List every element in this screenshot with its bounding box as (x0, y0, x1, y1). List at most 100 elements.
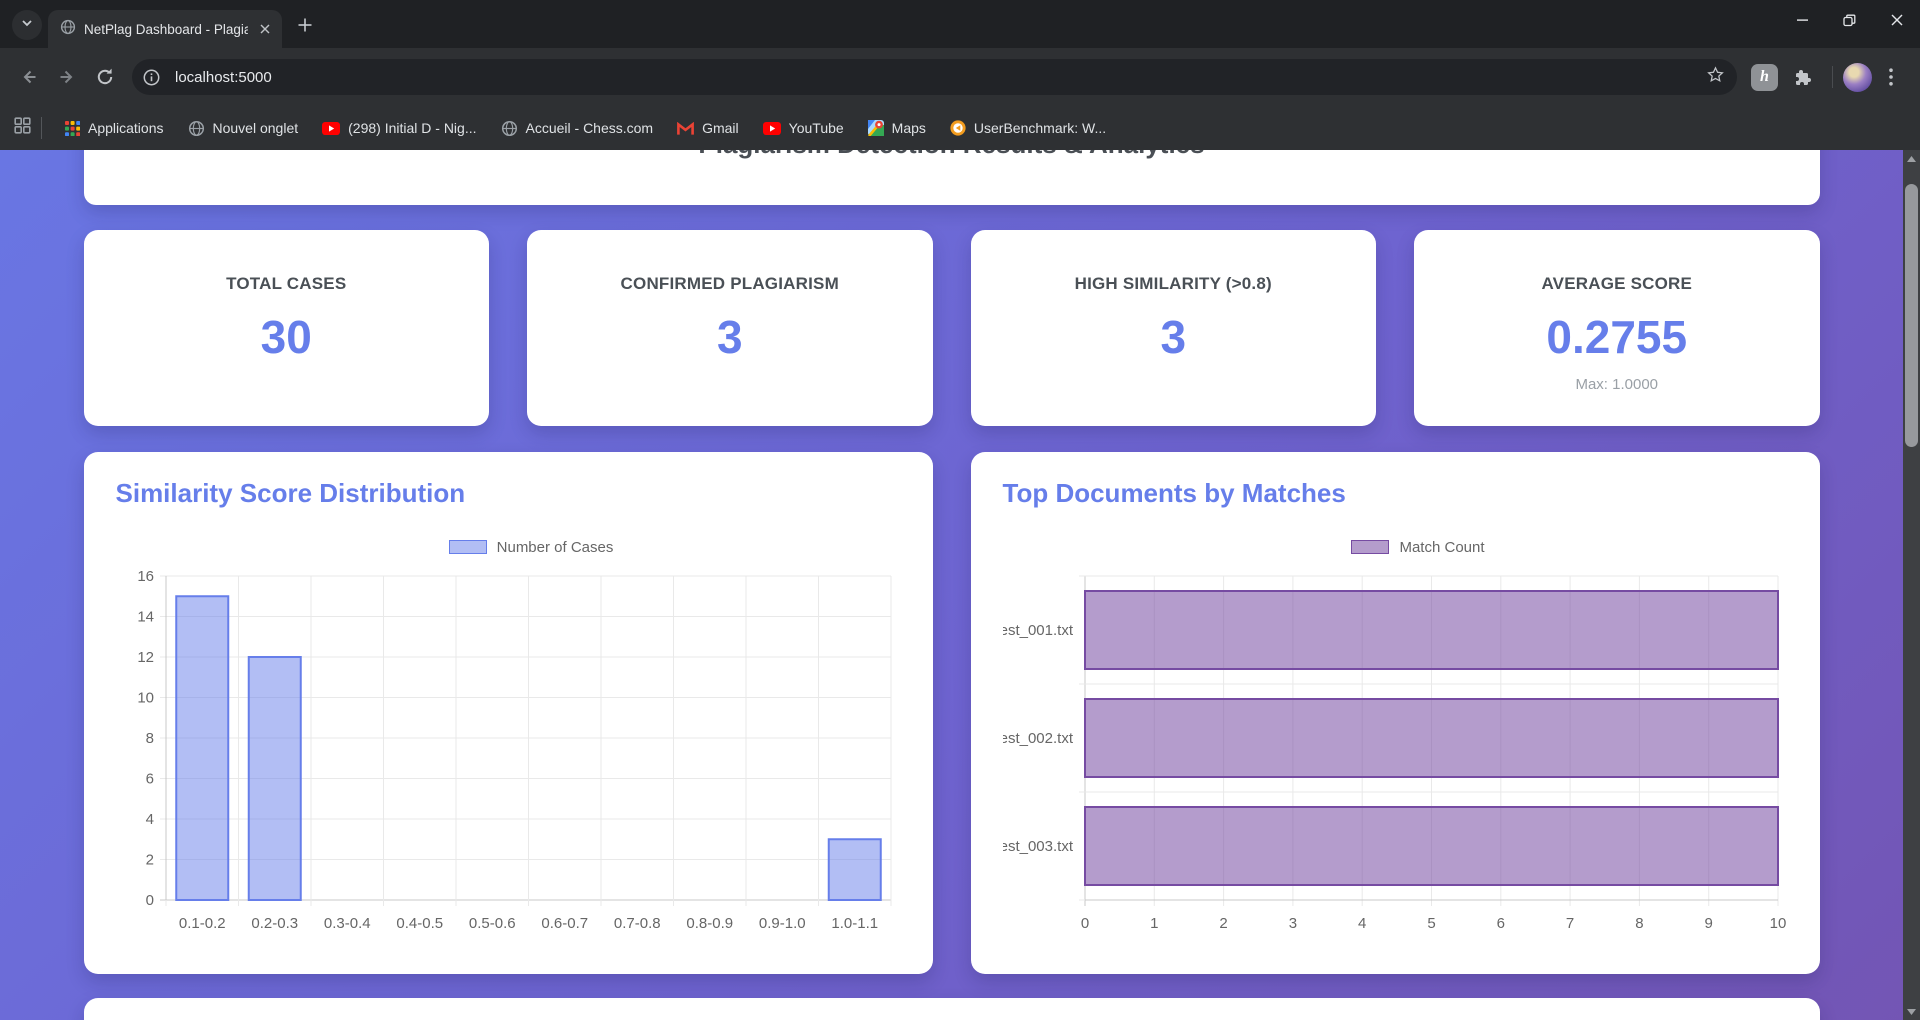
top-documents-card: Top Documents by Matches Match Count 012… (971, 452, 1820, 974)
bookmark-applications[interactable]: Applications (56, 115, 173, 141)
svg-text:10: 10 (1769, 915, 1786, 932)
stat-value: 3 (971, 310, 1377, 364)
stat-label: CONFIRMED PLAGIARISM (527, 274, 933, 294)
svg-text:8: 8 (1635, 915, 1643, 932)
tab-close-icon[interactable] (256, 20, 274, 38)
new-tab-button[interactable] (290, 10, 320, 40)
page-viewport: Plagiarism Detection Results & Analytics… (0, 150, 1920, 1020)
svg-text:5: 5 (1427, 915, 1435, 932)
bookmark-userbenchmark-w[interactable]: UserBenchmark: W... (941, 115, 1115, 141)
legend-swatch (449, 540, 487, 554)
honey-extension-icon[interactable]: h (1751, 64, 1778, 91)
reload-button[interactable] (86, 58, 124, 96)
address-bar[interactable]: localhost:5000 (132, 59, 1737, 95)
scrollbar-thumb[interactable] (1905, 184, 1918, 447)
browser-menu-kebab-icon[interactable] (1872, 58, 1910, 96)
back-button[interactable] (10, 58, 48, 96)
page-scrollbar[interactable] (1903, 150, 1920, 1020)
bookmark-label: Applications (88, 120, 164, 136)
browser-tab-active[interactable]: NetPlag Dashboard - Plagiarism (48, 10, 282, 48)
bookmark-label: UserBenchmark: W... (974, 120, 1106, 136)
svg-text:0: 0 (1080, 915, 1088, 932)
scroll-up-arrow[interactable] (1903, 150, 1920, 167)
stat-card-total-cases: TOTAL CASES30 (84, 230, 490, 426)
stat-subtext: Max: 1.0000 (1414, 376, 1820, 393)
side-panel-apps-icon[interactable] (14, 117, 31, 139)
svg-text:4: 4 (1358, 915, 1366, 932)
stat-card-confirmed-plagiarism: CONFIRMED PLAGIARISM 3 (527, 230, 933, 426)
bookmark-star-icon[interactable] (1706, 65, 1725, 89)
svg-text:test_001.txt: test_001.txt (1003, 622, 1074, 639)
globe-favicon-icon (501, 120, 518, 137)
svg-text:0.1-0.2: 0.1-0.2 (178, 915, 225, 932)
bookmark-label: (298) Initial D - Nig... (348, 120, 476, 136)
minimize-button[interactable] (1779, 0, 1826, 40)
forward-button[interactable] (48, 58, 86, 96)
toolbar-separator (1832, 66, 1833, 88)
chart-title-similarity: Similarity Score Distribution (116, 478, 901, 509)
svg-text:0.2-0.3: 0.2-0.3 (251, 915, 298, 932)
svg-text:0: 0 (145, 892, 153, 909)
svg-text:1: 1 (1150, 915, 1158, 932)
bookmarks-bar: Applications Nouvel onglet (298) Initial D… (0, 106, 1920, 150)
svg-text:0.9-1.0: 0.9-1.0 (758, 915, 805, 932)
browser-window: NetPlag Dashboard - Plagiarism localhost… (0, 0, 1920, 1020)
bookmark-accueil-chess-com[interactable]: Accueil - Chess.com (492, 115, 663, 142)
apps-color-favicon-icon (65, 121, 80, 136)
legend-match-count: Match Count (1003, 539, 1788, 556)
svg-text:0.8-0.9: 0.8-0.9 (686, 915, 733, 932)
profile-avatar[interactable] (1843, 63, 1872, 92)
extensions-puzzle-icon[interactable] (1784, 58, 1822, 96)
svg-text:6: 6 (1496, 915, 1504, 932)
next-section-card-partial (84, 998, 1820, 1020)
bookmark-label: YouTube (789, 120, 844, 136)
svg-text:12: 12 (137, 649, 154, 666)
similarity-distribution-chart: 02468101214160.1-0.20.2-0.30.3-0.40.4-0.… (116, 562, 901, 949)
svg-text:0.3-0.4: 0.3-0.4 (323, 915, 370, 932)
tab-strip: NetPlag Dashboard - Plagiarism (0, 0, 1920, 48)
stat-card-high-similarity-0-8: HIGH SIMILARITY (>0.8) 3 (971, 230, 1377, 426)
bookmark-gmail[interactable]: Gmail (668, 115, 748, 141)
page-title: Plagiarism Detection Results & Analytics (84, 150, 1820, 160)
youtube-favicon-icon (322, 122, 340, 135)
stat-value: 3 (527, 310, 933, 364)
bookmark-label: Gmail (702, 120, 739, 136)
legend-swatch (1351, 540, 1389, 554)
svg-text:6: 6 (145, 771, 153, 788)
dashboard-page: Plagiarism Detection Results & Analytics… (0, 150, 1903, 1020)
svg-text:0.4-0.5: 0.4-0.5 (396, 915, 443, 932)
close-window-button[interactable] (1873, 0, 1920, 40)
bookmarks-separator (41, 117, 42, 139)
svg-text:0.6-0.7: 0.6-0.7 (541, 915, 588, 932)
svg-text:16: 16 (137, 568, 154, 585)
svg-text:test_002.txt: test_002.txt (1003, 730, 1074, 747)
svg-text:9: 9 (1704, 915, 1712, 932)
svg-text:2: 2 (145, 852, 153, 869)
legend-label: Match Count (1399, 539, 1484, 556)
legend-label: Number of Cases (497, 539, 614, 556)
bookmark-298-initial-d-nig[interactable]: (298) Initial D - Nig... (313, 115, 485, 141)
stats-row: TOTAL CASES30CONFIRMED PLAGIARISM3HIGH S… (84, 230, 1820, 426)
scroll-down-arrow[interactable] (1903, 1003, 1920, 1020)
maximize-restore-button[interactable] (1826, 0, 1873, 40)
bookmark-nouvel-onglet[interactable]: Nouvel onglet (179, 115, 308, 142)
stat-value: 30 (84, 310, 490, 364)
stat-label: HIGH SIMILARITY (>0.8) (971, 274, 1377, 294)
site-info-icon[interactable] (138, 64, 165, 91)
browser-toolbar: localhost:5000 h (0, 48, 1920, 106)
svg-text:test_003.txt: test_003.txt (1003, 838, 1074, 855)
bookmark-label: Accueil - Chess.com (526, 120, 654, 136)
similarity-distribution-card: Similarity Score Distribution Number of … (84, 452, 933, 974)
top-documents-chart: 012345678910test_001.txttest_002.txttest… (1003, 562, 1788, 949)
maps-favicon-icon (868, 120, 884, 136)
bookmark-label: Maps (892, 120, 926, 136)
tab-title: NetPlag Dashboard - Plagiarism (84, 22, 248, 37)
charts-row: Similarity Score Distribution Number of … (84, 452, 1820, 974)
globe-favicon-icon (188, 120, 205, 137)
bookmark-maps[interactable]: Maps (859, 115, 935, 141)
svg-text:7: 7 (1565, 915, 1573, 932)
bookmark-youtube[interactable]: YouTube (754, 115, 853, 141)
globe-favicon-icon (60, 19, 76, 40)
window-controls (1779, 0, 1920, 40)
tab-search-button[interactable] (12, 10, 42, 40)
